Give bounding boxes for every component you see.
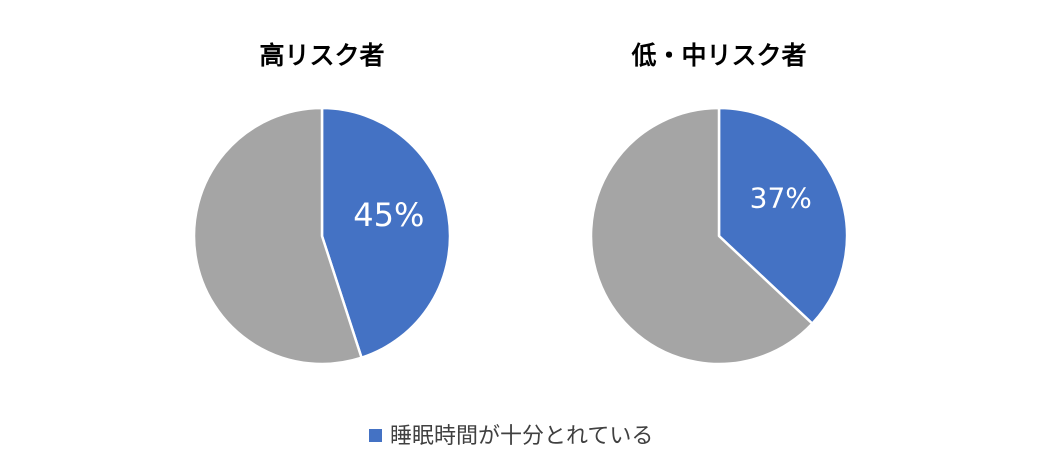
chart-legend: 睡眠時間が十分とれている — [369, 424, 653, 449]
pie-slice-high-risk-1 — [192, 106, 363, 366]
pie-slice-low-mid-risk-1 — [589, 106, 814, 366]
pie-data-label-low-mid-risk: 37% — [750, 182, 812, 215]
legend-swatch — [369, 429, 382, 442]
pie-title-low-mid-risk: 低・中リスク者 — [630, 41, 806, 70]
pie-title-high-risk: 高リスク者 — [259, 41, 384, 70]
pie-slice-high-risk-0 — [320, 106, 452, 359]
pie-slice-low-mid-risk-0 — [717, 106, 849, 325]
legend-label: 睡眠時間が十分とれている — [390, 424, 653, 449]
pie-data-label-high-risk: 45% — [353, 196, 424, 234]
pie-low-mid-risk: 低・中リスク者 37% — [589, 41, 849, 366]
pie-high-risk: 高リスク者 45% — [192, 41, 452, 366]
